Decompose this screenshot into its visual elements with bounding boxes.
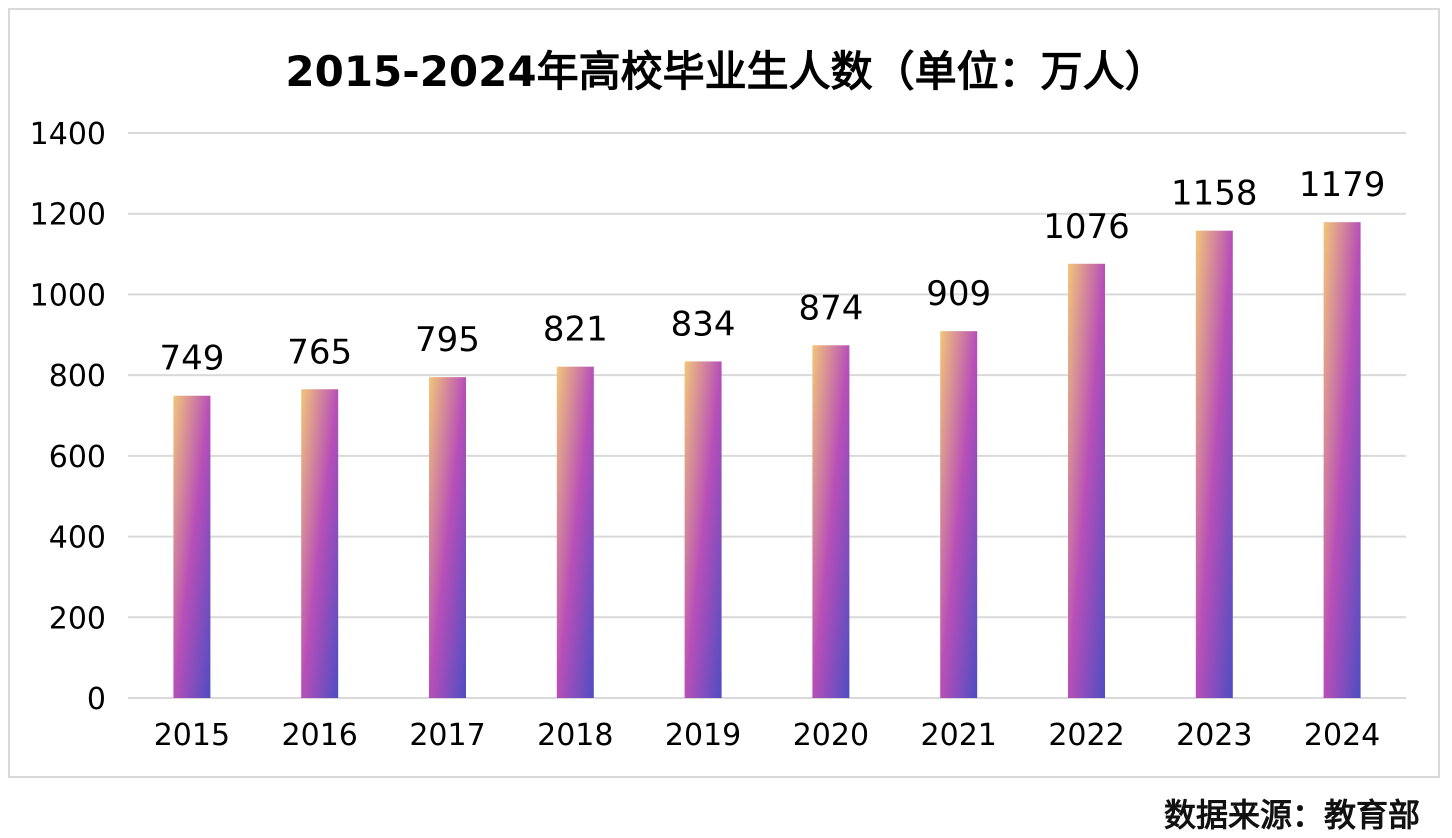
bar-2020 [812,345,850,698]
bar-2021 [940,331,978,698]
y-tick-label: 1000 [30,278,106,313]
x-tick-label-2017: 2017 [409,718,485,753]
gridlines [128,132,1406,699]
bars [173,222,1361,699]
y-tick-label: 1200 [30,198,106,233]
bar-2023 [1195,230,1233,698]
y-tick-label: 200 [49,601,106,636]
bar-2018 [556,366,594,698]
data-labels: 749 765 795 821 834 874 909 1076 1158 1179 [159,165,1385,379]
x-tick-label-2016: 2016 [282,718,358,753]
data-label-2019: 834 [671,304,736,344]
bar-2019 [684,361,722,698]
data-label-2021: 909 [926,274,991,314]
x-tick-label-2015: 2015 [154,718,230,753]
bar-2022 [1068,263,1105,698]
x-tick-label-2023: 2023 [1176,718,1252,753]
y-tick-label: 600 [49,440,106,475]
bar-2017 [429,377,466,698]
y-tick-label: 0 [87,682,106,717]
x-tick-label-2019: 2019 [665,718,741,753]
data-label-2018: 821 [543,310,608,350]
data-label-2020: 874 [798,288,863,328]
data-label-2016: 765 [287,332,352,372]
x-tick-label-2024: 2024 [1304,718,1380,753]
x-axis-ticks: 2015 2016 2017 2018 2019 2020 2021 2022 2023 2024 [154,718,1381,753]
bar-2015 [173,395,211,698]
y-tick-label: 1400 [30,117,106,152]
data-label-2022: 1076 [1043,207,1130,247]
data-source-note: 数据来源：教育部 [1163,796,1420,834]
x-tick-label-2021: 2021 [921,718,997,753]
chart-title: 2015-2024年高校毕业生人数（单位：万人） [285,47,1167,96]
x-tick-label-2018: 2018 [537,718,613,753]
x-tick-label-2020: 2020 [793,718,869,753]
data-label-2024: 1179 [1299,165,1386,205]
data-label-2017: 795 [415,320,480,360]
bar-2016 [301,389,339,698]
data-label-2023: 1158 [1171,174,1258,214]
y-axis-ticks: 0 200 400 600 800 1000 1200 1400 [30,117,106,717]
bar-2024 [1323,222,1361,699]
y-tick-label: 800 [49,359,106,394]
x-tick-label-2022: 2022 [1048,718,1124,753]
y-tick-label: 400 [49,521,106,556]
data-label-2015: 749 [159,339,224,379]
